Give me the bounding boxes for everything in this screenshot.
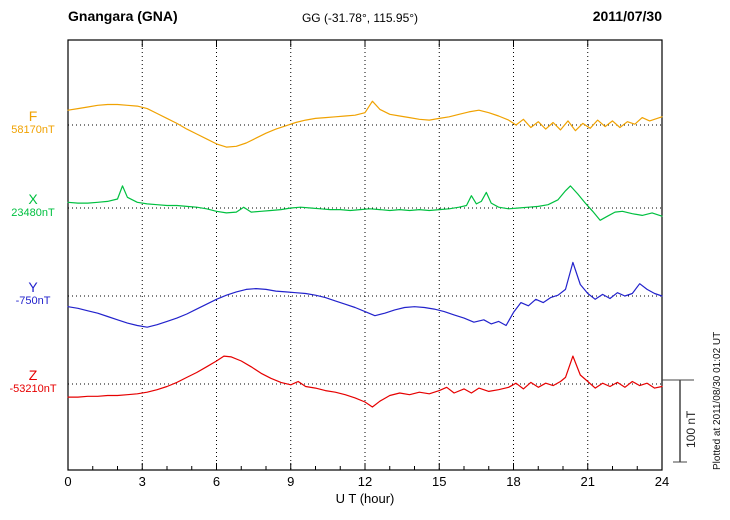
svg-text:21: 21 <box>581 474 595 489</box>
plot-date: 2011/07/30 <box>592 8 662 24</box>
series-baseline-Y: -750nT <box>15 295 51 307</box>
svg-text:6: 6 <box>213 474 220 489</box>
series-letter-Z: Z <box>28 367 38 383</box>
series-baseline-X: 23480nT <box>11 207 55 219</box>
series-label-Z: Z -53210nT <box>2 367 64 396</box>
station-coordinates: GG (-31.78°, 115.95°) <box>301 11 419 25</box>
svg-text:0: 0 <box>64 474 71 489</box>
svg-text:9: 9 <box>287 474 294 489</box>
series-baseline-F: 58170nT <box>11 124 55 136</box>
series-letter-X: X <box>28 191 38 207</box>
scale-bar-label: 100 nT <box>684 410 698 448</box>
series-letter-Y: Y <box>28 279 38 295</box>
series-baseline-Z: -53210nT <box>9 383 57 395</box>
station-title: Gnangara (GNA) <box>68 8 178 24</box>
plotted-at-note: Plotted at 2011/08/30 01:02 UT <box>712 331 723 470</box>
svg-text:24: 24 <box>655 474 669 489</box>
svg-text:12: 12 <box>358 474 372 489</box>
series-label-F: F 58170nT <box>2 108 64 137</box>
series-letter-F: F <box>28 108 38 124</box>
x-axis-label: U T (hour) <box>335 491 395 506</box>
series-label-Y: Y -750nT <box>2 279 64 308</box>
series-label-X: X 23480nT <box>2 191 64 220</box>
svg-text:3: 3 <box>139 474 146 489</box>
svg-text:15: 15 <box>432 474 446 489</box>
svg-text:18: 18 <box>506 474 520 489</box>
